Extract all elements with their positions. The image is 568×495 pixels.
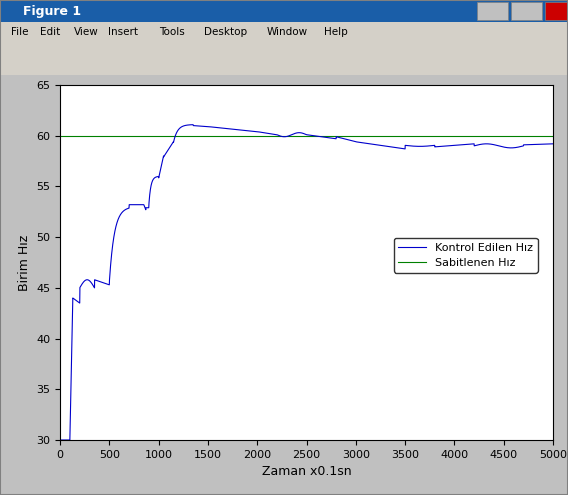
Kontrol Edilen Hız <box>502 144 508 150</box>
Kontrol Edilen Hız <box>57 437 64 443</box>
Text: Help: Help <box>324 27 348 37</box>
Text: Tools: Tools <box>159 27 185 37</box>
Text: Window: Window <box>267 27 308 37</box>
Kontrol Edilen Hız <box>550 141 557 147</box>
Kontrol Edilen Hız <box>398 146 404 151</box>
Kontrol Edilen Hız <box>190 122 197 128</box>
Sabitlenen Hız <box>57 133 64 139</box>
Kontrol Edilen Hız <box>295 130 302 136</box>
Text: View: View <box>74 27 99 37</box>
X-axis label: Zaman x0.1sn: Zaman x0.1sn <box>262 465 352 478</box>
Sabitlenen Hız <box>57 133 64 139</box>
Text: Insert: Insert <box>108 27 138 37</box>
Kontrol Edilen Hız <box>514 145 521 150</box>
Text: Figure 1: Figure 1 <box>23 4 81 17</box>
Kontrol Edilen Hız <box>517 144 524 149</box>
Legend: Kontrol Edilen Hız, Sabitlenen Hız: Kontrol Edilen Hız, Sabitlenen Hız <box>394 238 537 273</box>
Line: Kontrol Edilen Hız: Kontrol Edilen Hız <box>60 125 553 440</box>
Kontrol Edilen Hız <box>153 174 160 180</box>
Text: Edit: Edit <box>40 27 60 37</box>
Text: Desktop: Desktop <box>204 27 248 37</box>
Text: File: File <box>11 27 29 37</box>
Y-axis label: Birim Hız: Birim Hız <box>18 234 31 291</box>
